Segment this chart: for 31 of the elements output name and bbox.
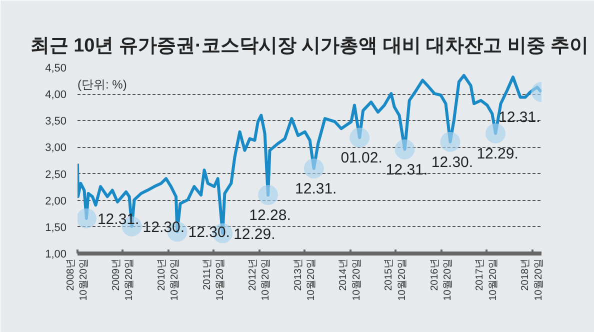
x-tick-label: 2012년 10월20일 xyxy=(247,258,272,301)
x-tick-label: 2017년 10월20일 xyxy=(474,258,499,301)
x-tick-label: 2010년 10월20일 xyxy=(156,258,181,301)
x-tick-label: 2009년 10월20일 xyxy=(110,258,136,301)
x-tick-label: 2016년 10월20일 xyxy=(429,258,454,301)
y-tick-label: 1,50 xyxy=(45,222,67,234)
annotation: 12.29. xyxy=(476,145,518,162)
annotation: 12.31. xyxy=(97,210,140,228)
y-tick-label: 4,50 xyxy=(45,62,67,74)
x-tick-label: 2015년 10월20일 xyxy=(384,258,408,301)
annotation: 12.30. xyxy=(188,224,230,242)
annotation: 12.30. xyxy=(142,218,185,236)
x-tick-label: 2008년 10월20일 xyxy=(65,258,90,301)
annotation: (단위: %) xyxy=(78,78,127,92)
y-tick-label: 2,50 xyxy=(45,168,67,181)
annotation: 12.31. xyxy=(498,108,540,126)
annotation: 12.29. xyxy=(234,226,276,243)
x-tick-label: 2011년 10월20일 xyxy=(202,258,226,301)
y-tick-label: 2,00 xyxy=(45,195,67,208)
y-tick-label: 4,00 xyxy=(45,89,67,102)
x-tick-label: 2013년 10월20일 xyxy=(292,258,317,301)
y-tick-label: 3,00 xyxy=(45,142,67,154)
y-tick-label: 1,00 xyxy=(45,248,67,260)
x-tick-label: 2018년 10월20일 xyxy=(520,258,544,301)
annotation: 01.02. xyxy=(340,150,382,167)
y-tick-label: 3,50 xyxy=(45,116,67,128)
annotation: 12.31. xyxy=(295,180,337,198)
annotation: 12.30. xyxy=(431,154,474,171)
annotation: 12.28. xyxy=(249,207,291,224)
chart-title: 최근 10년 유가증권·코스닥시장 시가총액 대비 대차잔고 비중 추이 xyxy=(30,36,589,56)
x-tick-label: 2014년 10월20일 xyxy=(338,258,362,301)
